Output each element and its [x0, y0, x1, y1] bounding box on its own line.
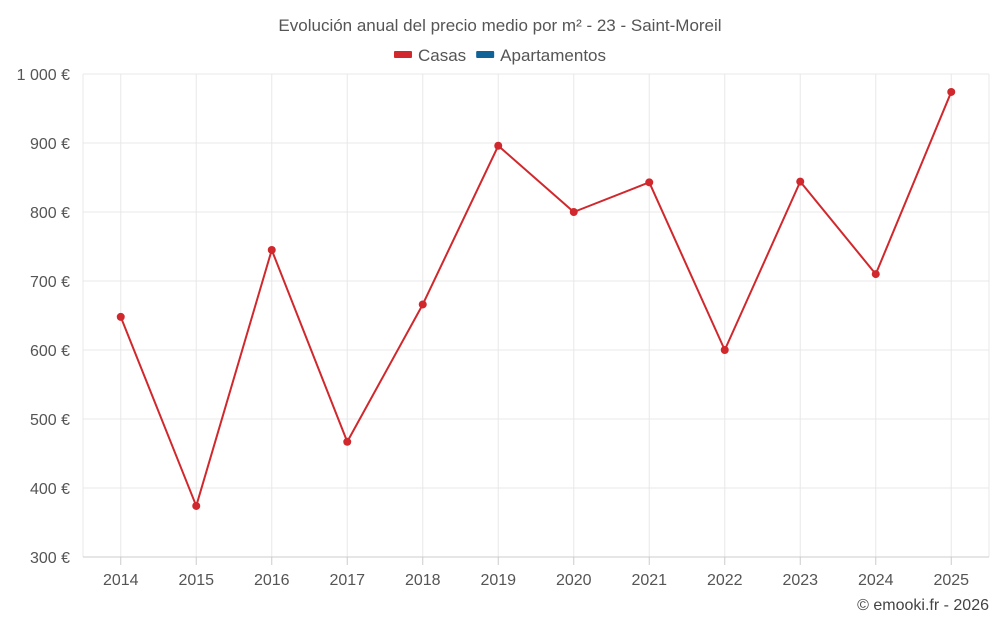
- y-tick-label: 400 €: [30, 481, 70, 498]
- y-tick-label: 800 €: [30, 205, 70, 222]
- data-point[interactable]: [116, 312, 125, 321]
- x-tick-label: 2018: [405, 572, 441, 589]
- y-tick-label: 900 €: [30, 136, 70, 153]
- x-tick-label: 2014: [103, 572, 139, 589]
- y-tick-label: 1 000 €: [17, 67, 70, 84]
- series-layer: [116, 87, 956, 510]
- x-tick-label: 2020: [556, 572, 592, 589]
- y-tick-label: 600 €: [30, 343, 70, 360]
- data-point[interactable]: [569, 208, 578, 216]
- data-point[interactable]: [947, 87, 956, 96]
- y-tick-label: 700 €: [30, 274, 70, 291]
- grid: [82, 73, 990, 565]
- x-tick-label: 2023: [782, 572, 818, 589]
- x-tick-label: 2015: [178, 572, 214, 589]
- data-point[interactable]: [645, 178, 654, 187]
- legend-label: Apartamentos: [500, 46, 606, 65]
- data-point[interactable]: [343, 437, 352, 446]
- data-point[interactable]: [267, 245, 276, 254]
- x-tick-label: 2019: [480, 572, 516, 589]
- y-tick-label: 300 €: [30, 550, 70, 567]
- x-tick-label: 2021: [631, 572, 667, 589]
- legend-item-apartamentos[interactable]: Apartamentos: [476, 46, 606, 65]
- credit-text: © emooki.fr - 2026: [857, 597, 989, 614]
- data-point[interactable]: [494, 141, 503, 150]
- data-point[interactable]: [720, 346, 729, 354]
- x-tick-label: 2017: [329, 572, 365, 589]
- x-tick-label: 2022: [707, 572, 743, 589]
- y-tick-label: 500 €: [30, 412, 70, 429]
- series-line-casas: [119, 91, 953, 507]
- x-tick-label: 2024: [858, 572, 894, 589]
- legend-item-casas[interactable]: Casas: [393, 46, 466, 65]
- y-axis-ticks: 300 € 400 € 500 € 600 € 700 € 800 € 900 € 1 000…: [17, 67, 70, 567]
- chart-title: Evolución anual del precio medio por m² …: [278, 16, 721, 35]
- data-point[interactable]: [418, 300, 427, 309]
- x-tick-label: 2016: [254, 572, 290, 589]
- x-tick-label: 2025: [933, 572, 969, 589]
- legend: Casas Apartamentos: [393, 46, 606, 65]
- x-axis-ticks: 2014 2015 2016 2017 2018 2019 2020 2021 2022 2023…: [103, 572, 969, 589]
- data-point[interactable]: [796, 177, 805, 186]
- data-point[interactable]: [871, 270, 880, 279]
- data-point[interactable]: [192, 501, 201, 510]
- legend-swatch: [393, 51, 412, 58]
- legend-swatch: [476, 51, 495, 58]
- legend-label: Casas: [418, 46, 466, 65]
